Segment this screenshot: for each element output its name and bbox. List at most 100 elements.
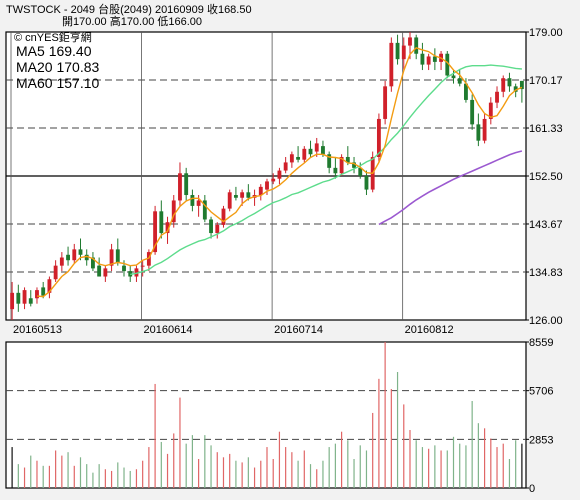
candle-body <box>72 249 77 261</box>
candle-body <box>240 192 245 198</box>
candle-body <box>308 148 313 155</box>
legend-ma20-name: MA20 <box>16 59 53 75</box>
candle-body <box>414 37 419 54</box>
legend-ma60: MA60 157.10 <box>16 75 99 91</box>
header-line-2: 開170.00 高170.00 低166.00 <box>62 16 203 28</box>
candle-body <box>221 208 226 225</box>
candle-body <box>482 118 487 141</box>
candle-body <box>401 45 406 60</box>
legend-ma20: MA20 170.83 <box>16 59 99 75</box>
candle-body <box>84 254 89 261</box>
candle-body <box>227 192 232 209</box>
candle-body <box>321 146 325 155</box>
ma20-line <box>130 64 522 276</box>
candle-body <box>146 252 151 266</box>
candle-body <box>277 170 282 179</box>
candle-body <box>470 99 475 125</box>
candle-body <box>383 86 388 119</box>
candle-body <box>115 249 120 263</box>
candle-body <box>389 42 394 87</box>
volume-tick-label: 5706 <box>529 386 553 398</box>
ma60-line <box>378 150 523 226</box>
candle-body <box>134 268 139 277</box>
legend-ma5-value: 169.40 <box>48 43 92 59</box>
candle-body <box>358 167 363 176</box>
ma5-line <box>36 46 523 298</box>
candle-body <box>202 200 207 220</box>
candle-body <box>451 75 456 79</box>
legend-ma5-name: MA5 <box>16 43 45 59</box>
candle-body <box>426 56 431 65</box>
candle-body <box>420 53 425 65</box>
candle-body <box>28 298 33 304</box>
candle-body <box>103 268 108 277</box>
candle-body <box>476 124 481 141</box>
price-tick-label: 179.00 <box>529 27 563 39</box>
candle-body <box>495 91 499 103</box>
candle-body <box>153 211 158 253</box>
candle-body <box>122 265 126 272</box>
candle-body <box>171 200 176 223</box>
candle-body <box>91 257 95 269</box>
volume-tick-label: 8559 <box>529 337 553 349</box>
candle-body <box>178 173 182 201</box>
candle-body <box>53 265 58 280</box>
candle-body <box>159 211 164 234</box>
candle-body <box>109 249 114 266</box>
legend-ma5: MA5 169.40 <box>16 43 92 59</box>
candle-body <box>445 53 450 76</box>
candle-body <box>265 181 269 190</box>
candle-body <box>190 195 195 206</box>
candle-body <box>488 102 493 119</box>
candle-body <box>78 249 83 255</box>
candle-body <box>513 86 518 92</box>
candle-body <box>184 173 189 196</box>
legend-ma60-name: MA60 <box>16 75 53 91</box>
price-tick-label: 134.83 <box>529 267 563 279</box>
candle-body <box>271 178 276 182</box>
candle-body <box>35 290 39 299</box>
legend-ma60-value: 157.10 <box>56 75 100 91</box>
header-line-1: TWSTOCK - 2049 台股(2049) 20160909 收168.50 <box>6 4 252 16</box>
cnyes-credit: © cnYES鉅亨網 <box>14 32 92 44</box>
volume-panel <box>5 341 527 489</box>
candle-body <box>432 56 437 62</box>
date-tick-label: 20160513 <box>13 324 62 336</box>
candle-body <box>395 42 400 60</box>
candle-body <box>97 265 102 277</box>
candle-body <box>246 192 251 198</box>
candle-body <box>16 292 21 304</box>
candle-body <box>345 156 350 163</box>
candle-body <box>339 156 344 174</box>
price-tick-label: 126.00 <box>529 315 563 327</box>
date-tick-label: 20160714 <box>274 324 323 336</box>
candle-body <box>302 148 307 160</box>
candle-body <box>10 292 15 310</box>
candle-body <box>283 162 288 171</box>
candle-body <box>352 162 356 168</box>
volume-tick-label: 2853 <box>529 434 553 446</box>
candle-body <box>364 176 369 190</box>
date-tick-label: 20160812 <box>405 324 454 336</box>
candle-body <box>209 219 213 234</box>
candle-body <box>258 186 263 196</box>
candle-body <box>22 290 27 304</box>
candle-body <box>66 254 70 261</box>
legend-ma20-value: 170.83 <box>56 59 100 75</box>
candle-body <box>314 143 319 152</box>
candle-body <box>333 167 338 174</box>
candle-body <box>464 83 468 100</box>
candle-body <box>327 154 332 168</box>
date-tick-label: 20160614 <box>144 324 193 336</box>
candle-body <box>408 37 412 46</box>
candle-body <box>140 265 145 267</box>
price-tick-label: 161.33 <box>529 123 563 135</box>
price-tick-label: 143.67 <box>529 219 563 231</box>
candle-body <box>289 154 294 163</box>
candle-body <box>196 200 201 206</box>
candle-body <box>165 222 170 234</box>
candle-body <box>215 224 220 234</box>
candle-body <box>59 257 64 266</box>
